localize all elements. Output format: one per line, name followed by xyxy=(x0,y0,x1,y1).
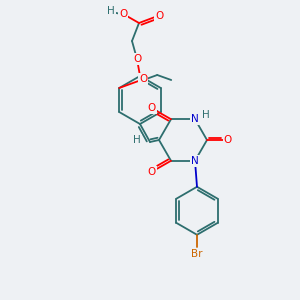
Text: H: H xyxy=(107,6,115,16)
Text: O: O xyxy=(148,103,156,113)
Text: O: O xyxy=(139,74,147,84)
Text: N: N xyxy=(191,114,199,124)
Text: N: N xyxy=(191,156,199,166)
Text: Br: Br xyxy=(191,249,203,259)
Text: O: O xyxy=(148,167,156,177)
Text: O: O xyxy=(133,54,141,64)
Text: H: H xyxy=(202,110,210,120)
Text: O: O xyxy=(155,11,163,21)
Text: O: O xyxy=(224,135,232,145)
Text: H: H xyxy=(133,135,141,145)
Text: O: O xyxy=(119,9,127,19)
